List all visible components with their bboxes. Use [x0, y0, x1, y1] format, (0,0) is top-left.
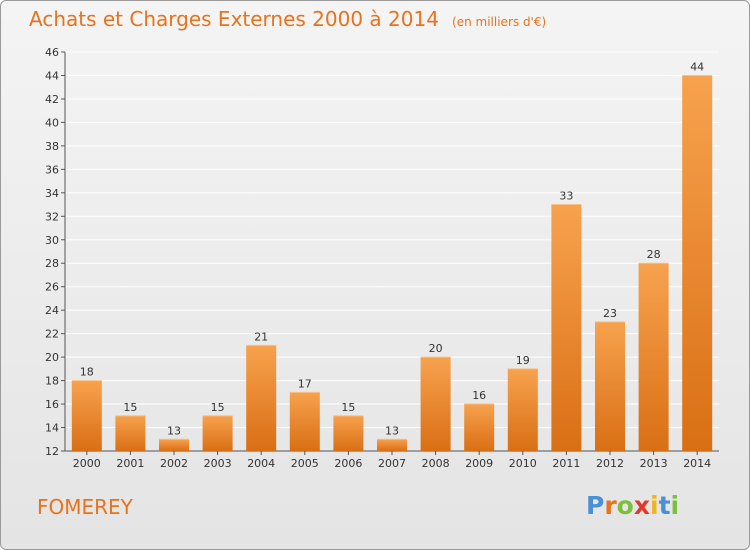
- data-label: 28: [647, 248, 661, 261]
- data-label: 15: [211, 401, 225, 414]
- bar: [507, 368, 538, 451]
- logo-letter: i: [650, 491, 659, 520]
- y-tick-label: 22: [45, 328, 59, 341]
- data-label: 16: [472, 389, 486, 402]
- bar: [595, 321, 625, 451]
- data-label: 44: [690, 60, 704, 73]
- logo-letter: i: [670, 491, 680, 520]
- chart-header: Achats et Charges Externes 2000 à 2014 (…: [29, 7, 546, 31]
- bar: [377, 439, 407, 451]
- y-tick-label: 36: [45, 163, 59, 176]
- y-tick-label: 28: [45, 257, 59, 270]
- x-tick-label: 2011: [552, 457, 580, 470]
- bar: [464, 404, 495, 451]
- x-tick-label: 2009: [465, 457, 493, 470]
- data-label: 33: [559, 190, 573, 203]
- y-tick-label: 42: [45, 93, 59, 106]
- y-tick-label: 44: [45, 69, 59, 82]
- bar: [551, 204, 582, 451]
- bar: [420, 357, 451, 451]
- data-label: 15: [341, 401, 355, 414]
- logo-letter: t: [658, 491, 671, 520]
- logo-letter: P: [586, 491, 605, 520]
- x-tick-label: 2001: [116, 457, 144, 470]
- bar: [682, 75, 713, 452]
- x-tick-label: 2006: [334, 457, 362, 470]
- y-tick-label: 14: [45, 422, 59, 435]
- x-tick-label: 2000: [73, 457, 101, 470]
- data-label: 13: [385, 424, 399, 437]
- logo-letter: r: [604, 491, 617, 520]
- y-tick-label: 12: [45, 445, 59, 458]
- y-tick-label: 30: [45, 234, 59, 247]
- place-name: FOMEREY: [37, 495, 133, 519]
- data-label: 20: [429, 342, 443, 355]
- bar: [333, 415, 364, 451]
- data-label: 18: [80, 366, 94, 379]
- data-label: 17: [298, 377, 312, 390]
- data-label: 13: [167, 424, 181, 437]
- y-tick-label: 32: [45, 210, 59, 223]
- x-tick-label: 2004: [247, 457, 275, 470]
- y-tick-label: 16: [45, 398, 59, 411]
- x-tick-label: 2012: [596, 457, 624, 470]
- y-tick-label: 26: [45, 281, 59, 294]
- data-label: 23: [603, 307, 617, 320]
- bar: [246, 345, 277, 451]
- bar: [71, 380, 102, 451]
- bar: [115, 415, 146, 451]
- bar: [159, 439, 189, 451]
- y-tick-label: 46: [45, 46, 59, 59]
- x-tick-label: 2014: [683, 457, 711, 470]
- data-label: 15: [123, 401, 137, 414]
- x-tick-label: 2003: [204, 457, 232, 470]
- x-tick-label: 2005: [291, 457, 319, 470]
- logo-letter: x: [633, 491, 650, 520]
- x-tick-label: 2007: [378, 457, 406, 470]
- chart-title: Achats et Charges Externes 2000 à 2014: [29, 7, 439, 31]
- y-tick-label: 38: [45, 140, 59, 153]
- chart-subtitle: (en milliers d'€): [452, 15, 547, 29]
- x-tick-label: 2008: [422, 457, 450, 470]
- data-label: 21: [254, 330, 268, 343]
- bar: [202, 415, 233, 451]
- y-tick-label: 40: [45, 116, 59, 129]
- y-tick-label: 34: [45, 187, 59, 200]
- x-tick-label: 2013: [640, 457, 668, 470]
- x-tick-label: 2010: [509, 457, 537, 470]
- logo-letter: o: [616, 491, 634, 520]
- bar: [638, 263, 669, 451]
- x-tick-label: 2002: [160, 457, 188, 470]
- proxiti-logo: Proxiti: [586, 491, 679, 520]
- y-tick-label: 20: [45, 351, 59, 364]
- data-label: 19: [516, 354, 530, 367]
- y-tick-label: 24: [45, 304, 59, 317]
- y-tick-label: 18: [45, 375, 59, 388]
- bar: [289, 392, 320, 451]
